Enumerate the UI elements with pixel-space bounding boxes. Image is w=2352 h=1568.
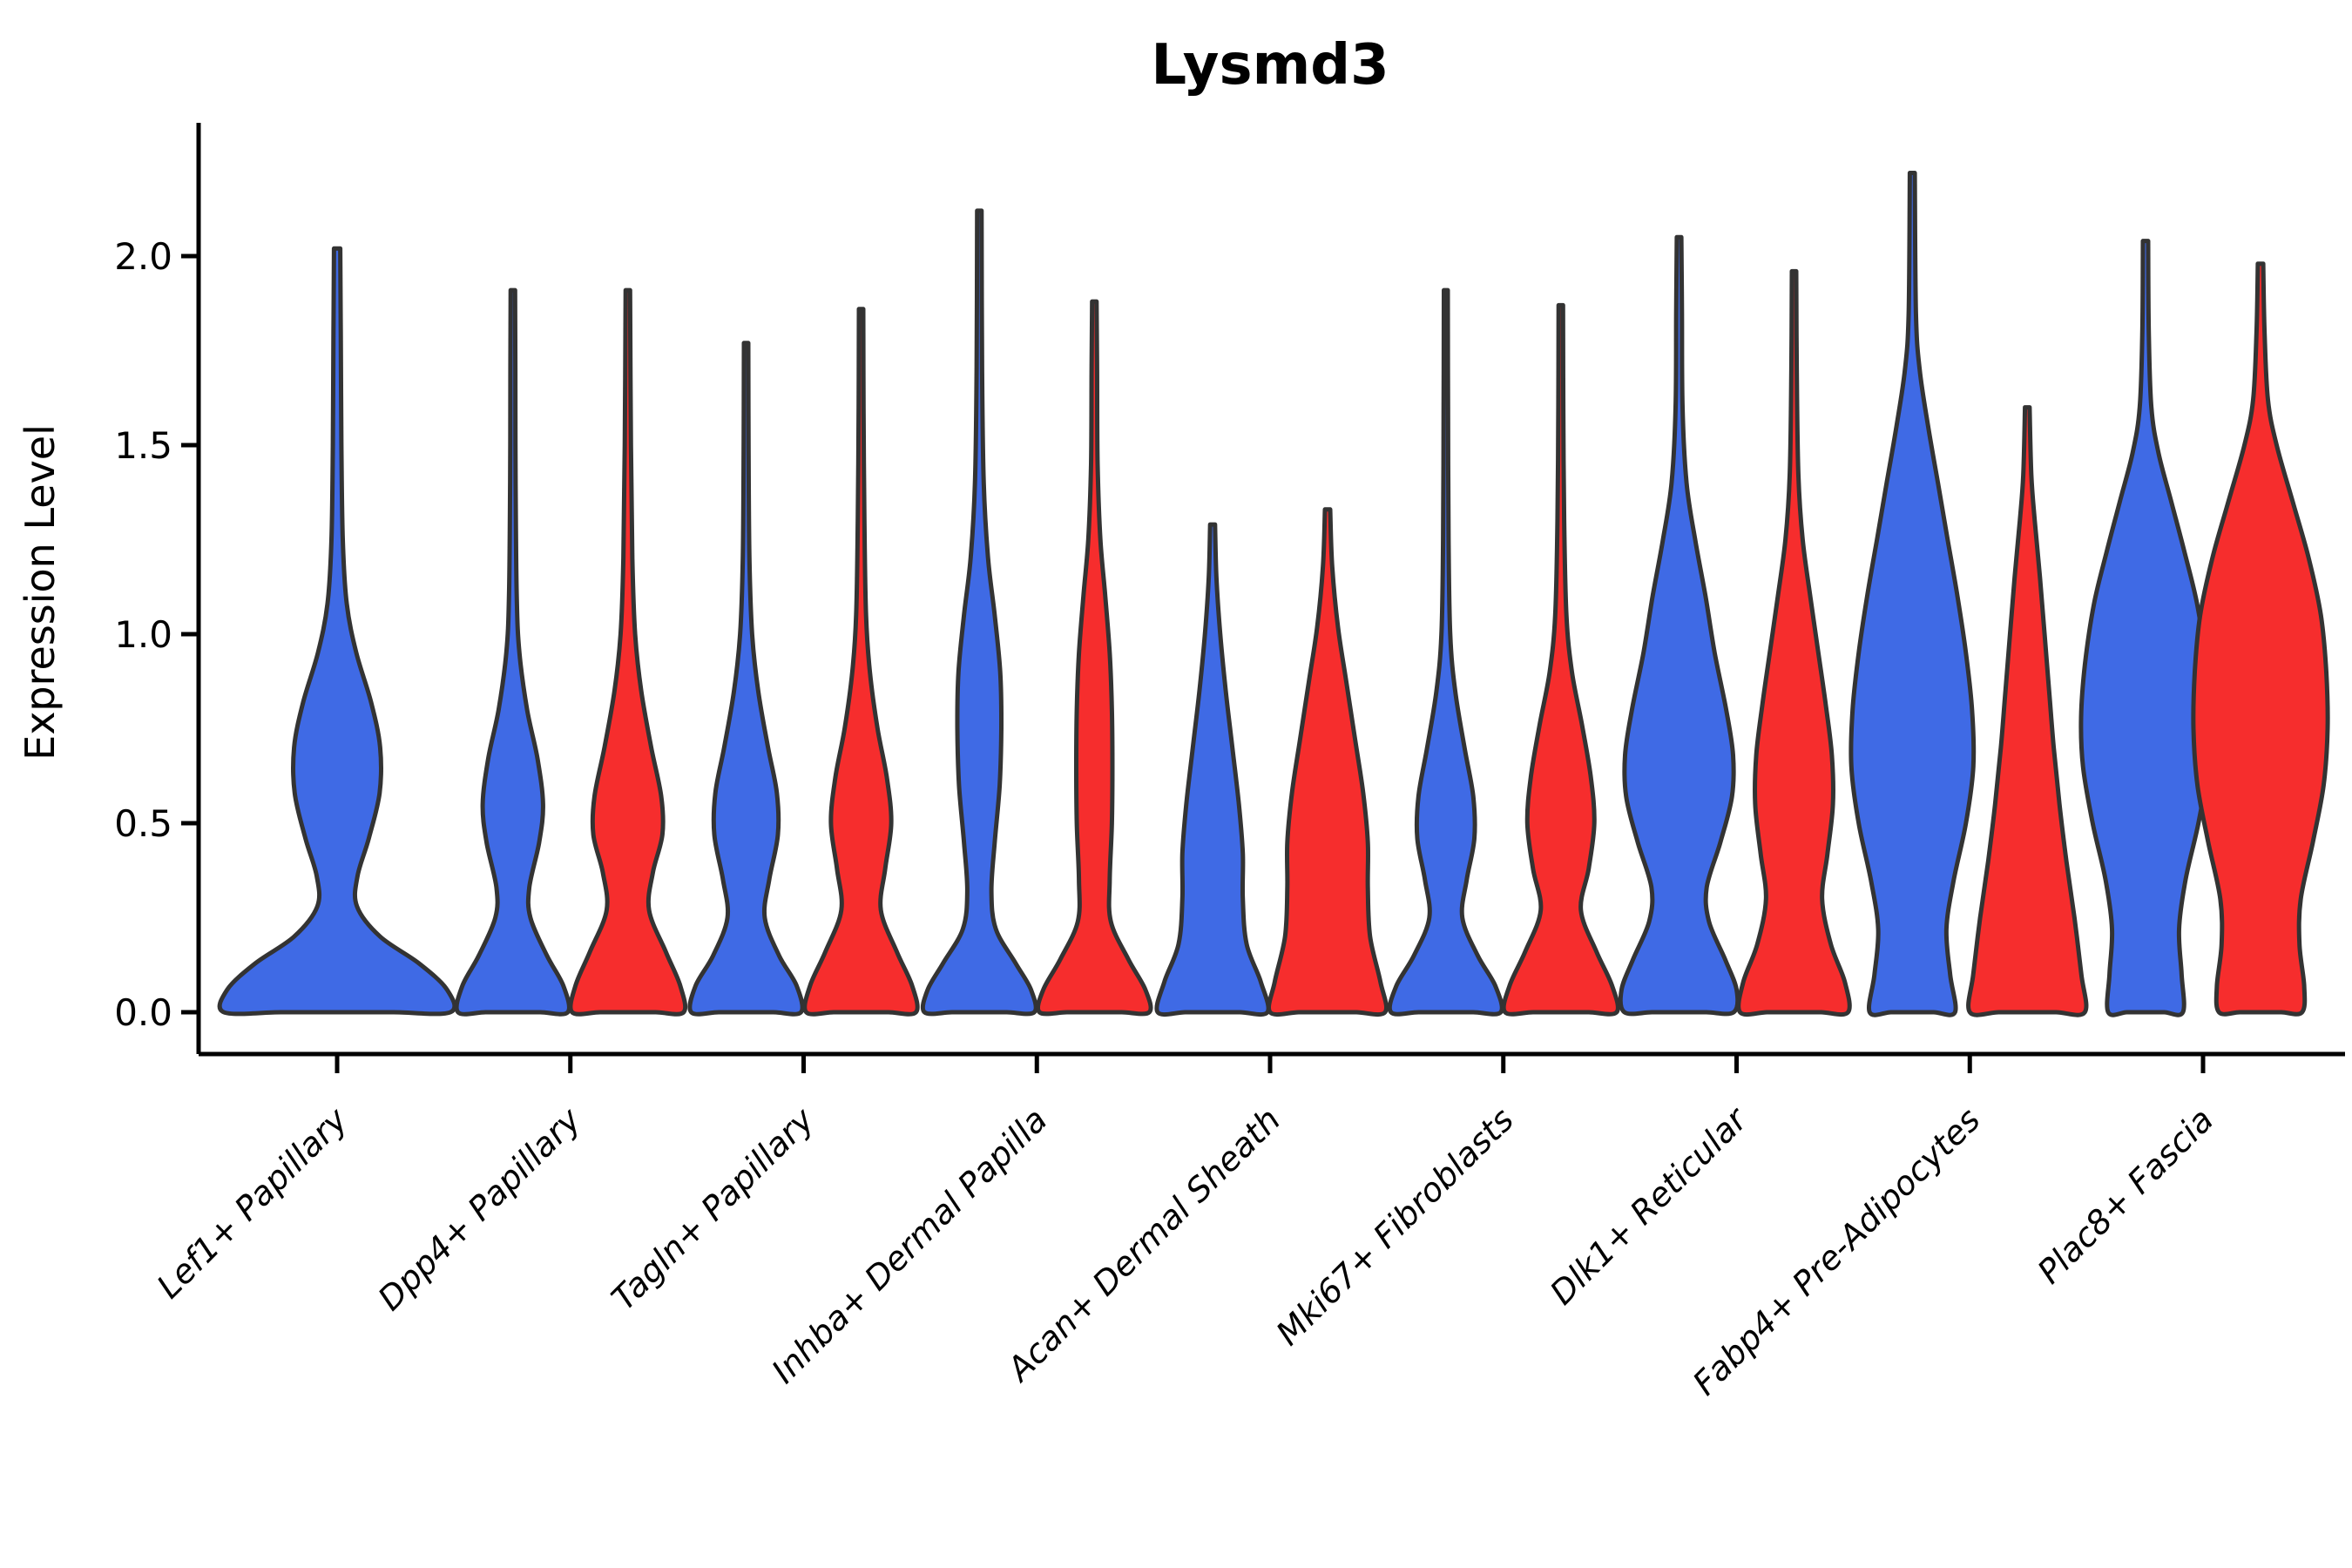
x-tick-label: Mki67+ Fibroblasts — [1269, 1100, 1522, 1353]
violin-red-mki67-fibroblasts — [1501, 302, 1620, 1017]
x-tick-label: Inhba+ Dermal Papilla — [764, 1100, 1054, 1390]
violin-blue-fabp4-pre-adipocytes — [1848, 171, 1977, 1017]
violin-blue-dlk1-reticular — [1618, 234, 1740, 1017]
violin-blue-inhba-dermal-papilla — [920, 208, 1038, 1017]
chart-title: Lysmd3 — [1151, 33, 1389, 98]
y-tick-label: 1.5 — [114, 424, 172, 467]
violin-red-inhba-dermal-papilla — [1035, 299, 1153, 1017]
axes-layer — [181, 123, 2345, 1073]
x-tick-label: Acan+ Dermal Sheath — [998, 1100, 1288, 1390]
x-tick-label: Lef1+ Papillary — [150, 1100, 355, 1306]
violin-blue-plac8-fascia — [2078, 239, 2213, 1017]
x-tick-label: Plac8+ Fascia — [2031, 1100, 2221, 1291]
violin-red-plac8-fascia — [2191, 261, 2330, 1017]
x-tick-label: Dlk1+ Reticular — [1543, 1099, 1756, 1313]
y-tick-label: 1.0 — [114, 613, 172, 656]
y-tick-label: 0.5 — [114, 802, 172, 845]
violin-red-acan-dermal-sheath — [1266, 507, 1389, 1017]
violin-blue-acan-dermal-sheath — [1154, 522, 1271, 1017]
violin-blue-mki67-fibroblasts — [1387, 287, 1504, 1017]
y-tick-label: 2.0 — [114, 235, 172, 278]
violin-red-tagln-papillary — [802, 307, 920, 1017]
x-tick-label: Dpp4+ Papillary — [371, 1100, 589, 1318]
violin-red-fabp4-pre-adipocytes — [1966, 405, 2089, 1017]
violin-red-dpp4-papillary — [568, 287, 688, 1017]
violin-blue-dpp4-papillary — [454, 287, 571, 1017]
x-tick-label: Tagln+ Papillary — [605, 1100, 822, 1318]
violin-layer — [217, 171, 2330, 1017]
y-tick-label: 0.0 — [114, 991, 172, 1034]
violin-red-dlk1-reticular — [1736, 268, 1852, 1017]
violin-blue-tagln-papillary — [687, 341, 805, 1017]
y-axis-label: Expression Level — [17, 424, 64, 760]
violin-blue-lef1-papillary — [217, 246, 457, 1017]
